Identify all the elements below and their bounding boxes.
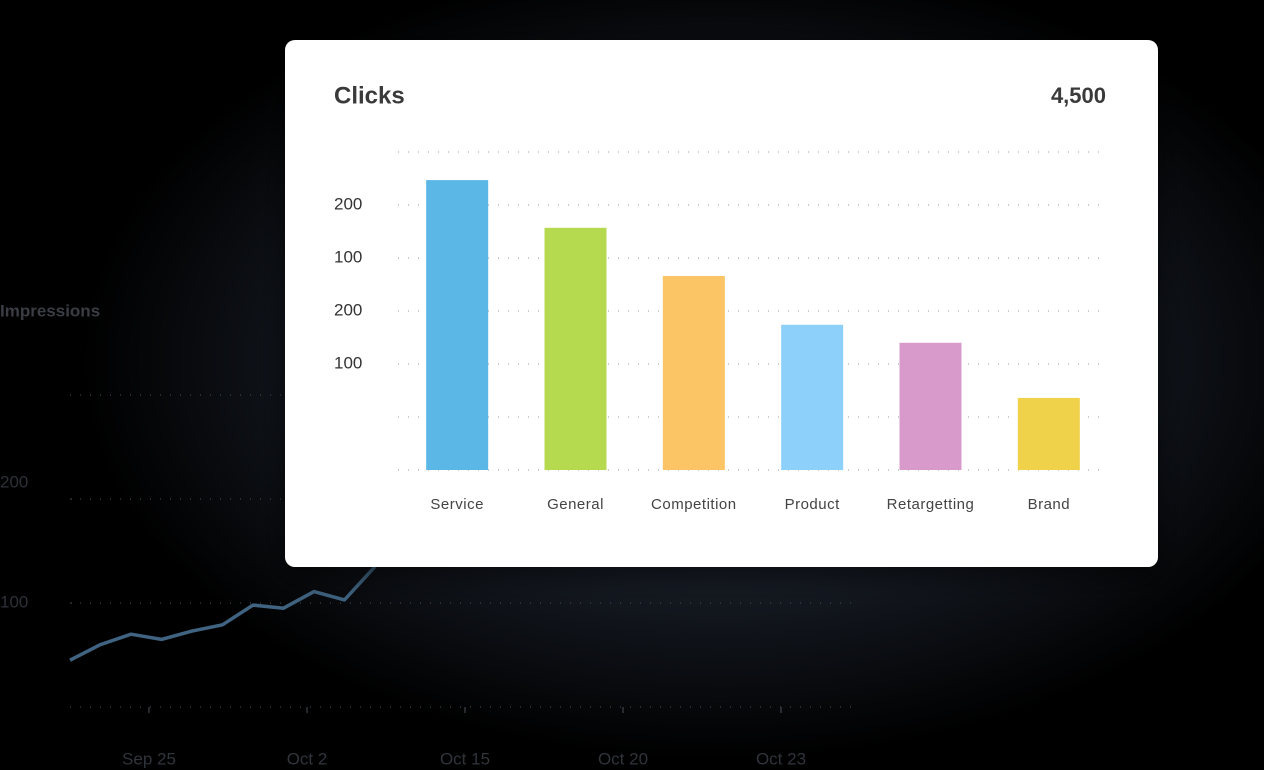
x-tick-label: Service: [430, 496, 484, 513]
x-tick-label: Brand: [1028, 496, 1071, 513]
x-tick-label: Product: [785, 496, 841, 513]
y-tick-label: 100: [334, 247, 362, 266]
chart-title: Clicks: [334, 82, 405, 109]
bar: [426, 180, 489, 470]
bar: [781, 324, 844, 470]
chart-title: Impressions: [0, 301, 100, 320]
x-tick-label: Oct 2: [287, 749, 328, 768]
y-tick-label: 100: [334, 353, 362, 372]
y-tick-label: 200: [334, 194, 362, 213]
bar: [662, 276, 725, 470]
x-tick-label: Oct 20: [598, 749, 648, 768]
clicks-chart: Clicks 4,500 200 100 200 100 Service General C…: [334, 82, 1108, 513]
x-tick-label: Sep 25: [122, 749, 176, 768]
bar: [544, 227, 607, 470]
x-tick-label: Retargetting: [887, 496, 975, 513]
line: [69, 565, 377, 662]
x-tick-label: General: [547, 496, 604, 513]
y-tick-label: 100: [0, 592, 28, 611]
y-tick-label: 200: [0, 472, 28, 491]
bar: [1017, 397, 1080, 470]
x-tick-label: Competition: [651, 496, 737, 513]
x-tick-label: Oct 23: [756, 749, 806, 768]
y-tick-label: 200: [334, 300, 362, 319]
total: 4,500: [1051, 83, 1106, 108]
impressions-chart: Impressions 100 200 Sep 25 Oct 2 Oct 15 Oct 2…: [0, 301, 860, 768]
x-tick-label: Oct 15: [440, 749, 490, 768]
bar: [899, 342, 962, 470]
